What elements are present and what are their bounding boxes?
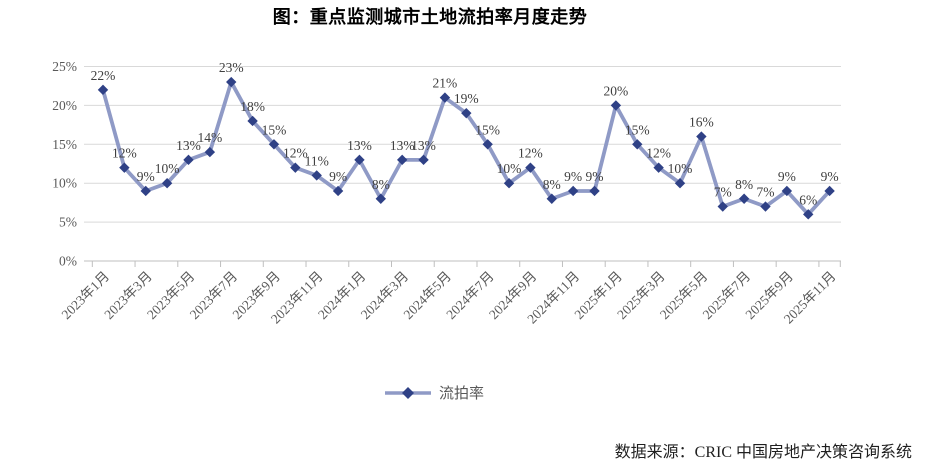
- svg-text:7%: 7%: [756, 185, 774, 200]
- legend-line-marker-icon: [385, 386, 431, 399]
- svg-text:13%: 13%: [411, 138, 436, 153]
- svg-text:9%: 9%: [564, 169, 582, 184]
- svg-text:10%: 10%: [155, 161, 180, 176]
- svg-text:16%: 16%: [689, 115, 714, 130]
- series-markers: [97, 76, 835, 220]
- gridlines: [84, 66, 841, 223]
- svg-text:12%: 12%: [518, 146, 543, 161]
- legend-label: 流拍率: [439, 386, 485, 402]
- svg-text:9%: 9%: [137, 169, 155, 184]
- x-axis-labels: 2023年1月2023年3月2023年5月2023年7月2023年9月2023年…: [59, 269, 839, 327]
- svg-text:9%: 9%: [778, 169, 796, 184]
- svg-text:13%: 13%: [390, 138, 415, 153]
- chart-title: 图：重点监测城市土地流拍率月度走势: [272, 7, 588, 27]
- svg-text:15%: 15%: [475, 122, 500, 137]
- svg-text:9%: 9%: [821, 169, 839, 184]
- svg-text:10%: 10%: [668, 161, 693, 176]
- svg-text:7%: 7%: [714, 185, 732, 200]
- svg-text:12%: 12%: [646, 146, 671, 161]
- svg-text:0%: 0%: [59, 254, 77, 269]
- svg-text:6%: 6%: [799, 192, 817, 207]
- svg-text:18%: 18%: [240, 99, 265, 114]
- svg-text:19%: 19%: [454, 91, 479, 106]
- svg-text:20%: 20%: [52, 98, 77, 113]
- svg-text:8%: 8%: [735, 177, 753, 192]
- svg-text:22%: 22%: [91, 68, 116, 83]
- svg-text:13%: 13%: [347, 138, 372, 153]
- svg-text:15%: 15%: [52, 137, 77, 152]
- svg-text:15%: 15%: [625, 122, 650, 137]
- svg-text:8%: 8%: [543, 177, 561, 192]
- data-source-note: 数据来源：CRIC 中国房地产决策咨询系统: [614, 444, 912, 461]
- svg-text:10%: 10%: [497, 161, 522, 176]
- svg-text:20%: 20%: [604, 83, 629, 98]
- svg-text:10%: 10%: [52, 176, 77, 191]
- svg-text:5%: 5%: [59, 215, 77, 230]
- svg-text:21%: 21%: [433, 76, 458, 91]
- y-axis-labels: 0% 5% 10% 15% 20% 25%: [52, 59, 77, 269]
- legend: 流拍率: [384, 382, 484, 403]
- svg-text:13%: 13%: [176, 138, 201, 153]
- svg-text:8%: 8%: [372, 177, 390, 192]
- svg-text:9%: 9%: [329, 169, 347, 184]
- svg-text:12%: 12%: [283, 146, 308, 161]
- svg-text:12%: 12%: [112, 146, 137, 161]
- svg-text:11%: 11%: [305, 153, 329, 168]
- x-axis: [84, 260, 841, 267]
- svg-text:14%: 14%: [197, 130, 222, 145]
- svg-text:23%: 23%: [219, 60, 244, 75]
- data-labels: 22%12%9%10%13%14%23%18%15%12%11%9%13%8%1…: [91, 60, 839, 207]
- svg-text:15%: 15%: [262, 122, 287, 137]
- svg-text:25%: 25%: [52, 59, 77, 74]
- svg-text:9%: 9%: [586, 169, 604, 184]
